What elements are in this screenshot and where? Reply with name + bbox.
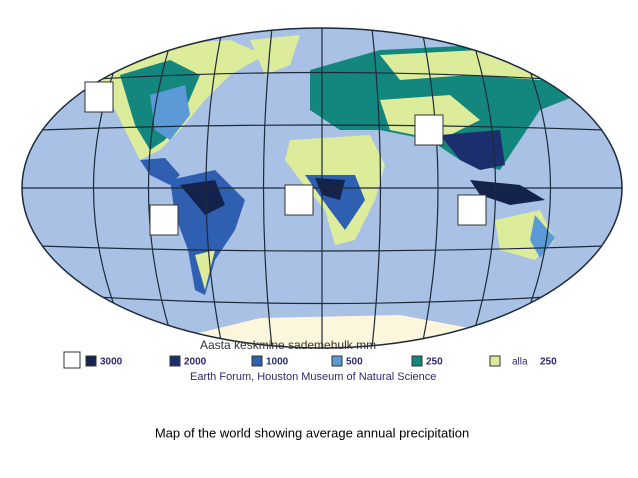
legend-label: 2000 [184, 357, 207, 368]
source: Earth Forum, Houston Museum of Natural S… [190, 371, 436, 383]
legend-swatch [331, 355, 343, 367]
legend-swatch [411, 355, 423, 367]
legend-label: 250 [540, 357, 557, 368]
map-border [21, 27, 623, 349]
map-title: Aasta keskmine sademehulk mm [200, 338, 376, 352]
legend-prefix: alla [512, 357, 528, 368]
legend-label: 250 [426, 357, 443, 368]
south-asia [440, 130, 505, 170]
legend-icon [63, 351, 81, 369]
weather-icons [84, 81, 487, 236]
world-map [21, 27, 623, 349]
central-america [140, 158, 180, 185]
legend: 3000 2000 1000 500 250 alla 250 [85, 355, 557, 368]
indonesia [470, 180, 545, 205]
legend-label: 500 [346, 357, 363, 368]
south-america-dry [195, 250, 215, 290]
greenland [250, 35, 300, 75]
legend-swatch [85, 355, 97, 367]
graticule [22, 28, 622, 348]
caption: Map of the world showing average annual … [155, 425, 469, 440]
amazon [180, 180, 225, 215]
legend-swatch [489, 355, 501, 367]
australia-east [530, 215, 555, 258]
antarctica [170, 315, 480, 348]
legend-swatch [169, 355, 181, 367]
legend-swatch [251, 355, 263, 367]
legend-label: 3000 [100, 357, 123, 368]
landmasses [90, 35, 590, 348]
legend-label: 1000 [266, 357, 289, 368]
